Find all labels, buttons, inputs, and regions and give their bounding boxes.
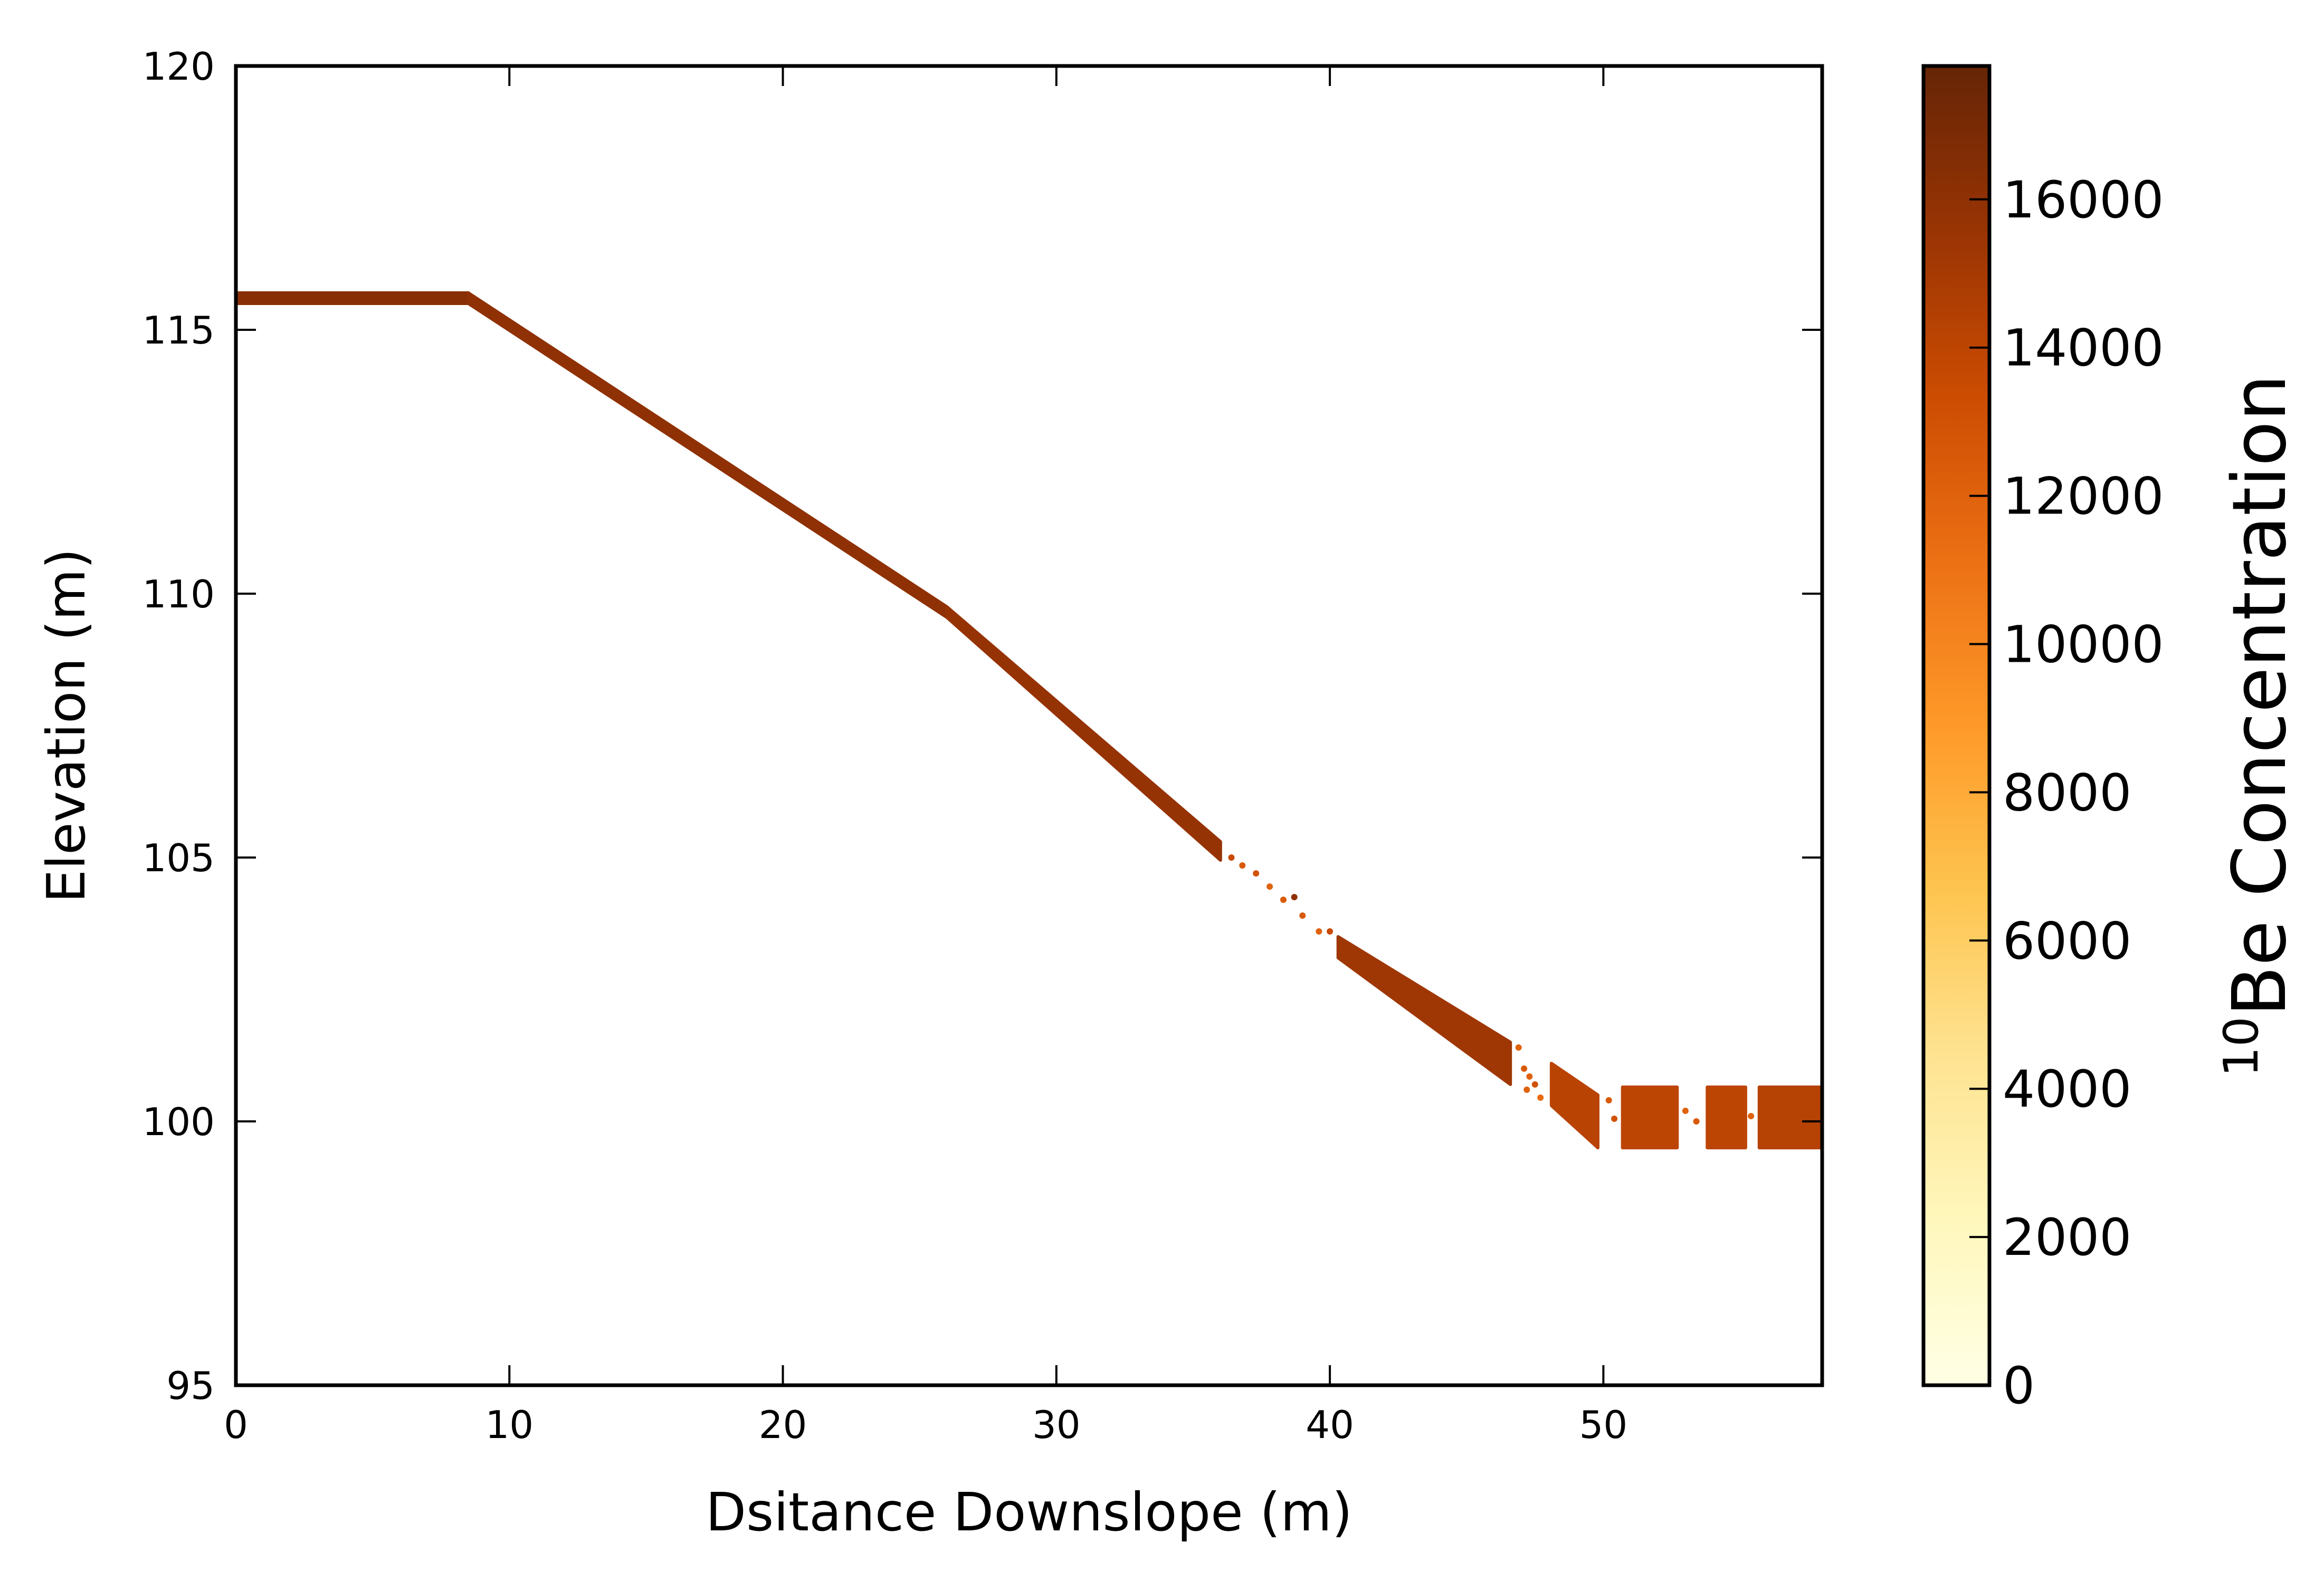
y-axis-label: Elevation (m) xyxy=(35,548,97,903)
x-tick-label: 30 xyxy=(1032,1403,1081,1447)
data-point xyxy=(1316,928,1322,935)
colorbar-label-text: Be Concentration xyxy=(2217,374,2303,1016)
colorbar-tick-label: 4000 xyxy=(2003,1060,2131,1119)
colorbar-tick-label: 12000 xyxy=(2003,467,2164,526)
data-point xyxy=(1228,854,1235,861)
colorbar-label: 10Be Concentration xyxy=(2214,374,2303,1077)
y-tick-label: 105 xyxy=(142,836,215,880)
x-tick-label: 40 xyxy=(1306,1403,1354,1447)
data-band-2 xyxy=(466,291,949,619)
data-band-6 xyxy=(1621,1086,1679,1149)
data-point xyxy=(1291,894,1298,900)
colorbar-tick-label: 2000 xyxy=(2003,1208,2131,1267)
y-axis: 95 100 105 110 115 120 xyxy=(142,44,1822,1408)
data-point xyxy=(1239,862,1246,869)
data-point xyxy=(1299,912,1306,919)
data-point xyxy=(1526,1073,1533,1080)
data-point xyxy=(1515,1044,1522,1051)
data-point xyxy=(1266,883,1273,890)
data-point xyxy=(1253,870,1260,877)
data-band-4 xyxy=(1336,935,1512,1086)
y-tick-label: 95 xyxy=(166,1364,215,1408)
x-tick-label: 10 xyxy=(485,1403,534,1447)
data-band-1 xyxy=(236,291,470,305)
data-point xyxy=(1611,1116,1618,1122)
colorbar-tick-label: 6000 xyxy=(2003,911,2131,970)
colorbar-tick-label: 16000 xyxy=(2003,170,2164,230)
x-axis-label: Dsitance Downslope (m) xyxy=(706,1481,1353,1543)
data-band-7 xyxy=(1706,1086,1747,1149)
y-tick-label: 120 xyxy=(142,44,215,89)
x-tick-label: 0 xyxy=(224,1403,248,1447)
data-point xyxy=(1327,928,1334,935)
y-tick-label: 115 xyxy=(142,308,215,353)
svg-text:10Be Concentration: 10Be Concentration xyxy=(2214,374,2303,1077)
y-tick-label: 100 xyxy=(142,1100,215,1144)
colorbar-tick-label: 10000 xyxy=(2003,615,2164,674)
colorbar-tick-label: 8000 xyxy=(2003,763,2131,822)
scatter-data xyxy=(236,291,1822,1149)
data-point xyxy=(1605,1097,1612,1103)
colorbar-tick-label: 0 xyxy=(2003,1356,2035,1415)
data-band-5 xyxy=(1549,1062,1599,1149)
data-band-3 xyxy=(945,605,1222,862)
data-point xyxy=(1537,1094,1544,1101)
data-point xyxy=(1531,1081,1538,1088)
data-point xyxy=(1521,1065,1528,1072)
x-tick-label: 50 xyxy=(1579,1403,1628,1447)
x-axis: 0 10 20 30 40 50 xyxy=(224,66,1627,1447)
colorbar-label-superscript: 10 xyxy=(2214,1016,2269,1077)
y-tick-label: 110 xyxy=(142,572,215,616)
data-point xyxy=(1523,1087,1530,1093)
colorbar-axis: 0 2000 4000 6000 8000 10000 12000 14000 16000 xyxy=(1969,170,2164,1415)
data-point xyxy=(1280,897,1287,903)
data-band-8 xyxy=(1757,1086,1822,1149)
data-point xyxy=(1682,1108,1689,1114)
data-point xyxy=(1693,1118,1700,1125)
colorbar xyxy=(1921,64,1992,1387)
plot-frame xyxy=(234,64,1824,1387)
data-point xyxy=(1748,1113,1755,1119)
x-tick-label: 20 xyxy=(759,1403,807,1447)
colorbar-tick-label: 14000 xyxy=(2003,319,2164,378)
